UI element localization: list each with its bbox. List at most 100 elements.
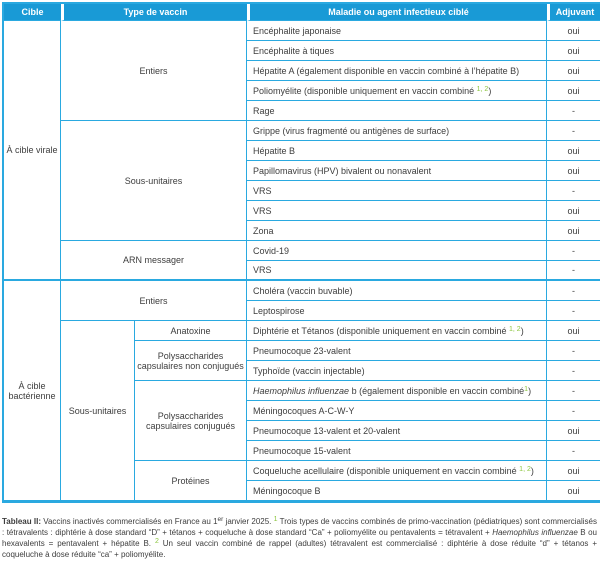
column-header-cible: Cible	[4, 4, 61, 21]
disease-cell: Diphtérie et Tétanos (disponible uniquem…	[247, 321, 547, 341]
text-segment: Choléra (vaccin buvable)	[253, 285, 353, 296]
disease-cell: Hépatite A (également disponible en vacc…	[247, 61, 547, 81]
text-segment: Hépatite A (également disponible en vacc…	[253, 65, 520, 76]
cible-cell: À cible virale	[4, 21, 61, 281]
adjuvant-cell: -	[547, 401, 600, 421]
text-segment: B ou hexavalents = pentavalent + hépatit…	[2, 528, 598, 548]
adjuvant-cell: -	[547, 341, 600, 361]
text-segment: VRS	[253, 265, 272, 275]
disease-cell: Grippe (virus fragmenté ou antigènes de …	[247, 121, 547, 141]
table-row: Papillomavirus (HPV) bivalent ou nonaval…	[4, 161, 600, 181]
disease-cell: Pneumocoque 13-valent et 20-valent	[247, 421, 547, 441]
adjuvant-cell: oui	[547, 421, 600, 441]
column-header-type-de-vaccin: Type de vaccin	[61, 4, 247, 21]
table-row: Sous-unitaires Grippe (virus fragmenté ou…	[4, 121, 600, 241]
text-segment: Encéphalite à tiques	[253, 45, 335, 56]
text-segment: VRS	[253, 205, 272, 216]
text-segment: Haemophilus influenzae	[492, 528, 578, 538]
disease-cell: VRS	[247, 261, 547, 281]
vaccines-table: Cible Type de vaccin Maladie ou agent infe…	[2, 2, 600, 503]
table-row: Leptospirose -	[4, 301, 600, 321]
footnote-marker: 1	[524, 385, 529, 393]
adjuvant-cell: -	[547, 121, 600, 141]
adjuvant-cell: -	[547, 261, 600, 281]
text-segment: b (également disponible en vaccin combin…	[349, 385, 525, 396]
adjuvant-cell: oui	[547, 461, 600, 481]
text-segment: Pneumocoque 13-valent et 20-valent	[253, 425, 401, 436]
disease-cell: Typhoïde (vaccin injectable)	[247, 361, 547, 381]
adjuvant-cell: -	[547, 241, 600, 261]
adjuvant-cell: -	[547, 441, 600, 461]
text-segment: Poliomyélite (disponible uniquement en v…	[253, 85, 477, 96]
adjuvant-cell: oui	[547, 141, 600, 161]
disease-cell: Covid-19	[247, 241, 547, 261]
text-segment: Tableau II:	[2, 517, 41, 526]
adjuvant-cell: -	[547, 301, 600, 321]
disease-cell: Pneumocoque 15-valent	[247, 441, 547, 461]
text-segment: Haemophilus influenzae	[253, 385, 350, 396]
text-segment: Hépatite B	[253, 145, 296, 156]
table-body: À cible virale Entiers Encéphalite japonai…	[4, 21, 600, 501]
footnote-marker: 1, 2	[509, 325, 521, 333]
column-header-adjuvant: Adjuvant	[547, 4, 600, 21]
disease-cell: Hépatite B	[247, 141, 547, 161]
text-segment: Encéphalite japonaise	[253, 25, 342, 36]
table-row: À cible bactérienne Entiers Choléra (vacci…	[4, 281, 600, 501]
type-cell: Entiers	[61, 281, 247, 321]
text-segment: Typhoïde (vaccin injectable)	[253, 365, 365, 376]
type-cell: Sous-unitaires	[61, 121, 247, 241]
adjuvant-cell: oui	[547, 221, 600, 241]
table-row: VRS -	[4, 261, 600, 281]
text-segment: )	[528, 385, 532, 396]
disease-cell: Zona	[247, 221, 547, 241]
adjuvant-cell: oui	[547, 81, 600, 101]
adjuvant-cell: -	[547, 101, 600, 121]
text-segment: Leptospirose	[253, 305, 305, 316]
adjuvant-cell: oui	[547, 21, 600, 41]
text-segment: Rage	[253, 105, 275, 116]
text-segment: Zona	[253, 225, 274, 236]
footnote-marker: 1, 2	[519, 465, 531, 473]
table-row: VRS -	[4, 181, 600, 201]
type-cell: ARN messager	[61, 241, 247, 281]
table-row: Hépatite A (également disponible en vacc…	[4, 61, 600, 81]
table-caption: Tableau II: Vaccins inactivés commercial…	[2, 516, 598, 561]
table-row: Polysaccharides capsulaires non conjugué…	[4, 341, 600, 381]
text-segment: Vaccins inactivés commercialisés en Fran…	[41, 517, 218, 526]
footnote-marker: 2	[154, 537, 159, 545]
text-segment: janvier 2025.	[223, 517, 274, 526]
table-row: VRS oui	[4, 201, 600, 221]
subtype-cell: Anatoxine	[135, 321, 247, 341]
table-row: Méningocoque B oui	[4, 481, 600, 501]
disease-cell: Rage	[247, 101, 547, 121]
adjuvant-cell: oui	[547, 201, 600, 221]
text-segment: )	[520, 325, 524, 336]
text-segment: )	[488, 85, 492, 96]
disease-cell: Choléra (vaccin buvable)	[247, 281, 547, 301]
vaccines-table-wrap: Cible Type de vaccin Maladie ou agent infe…	[2, 2, 600, 503]
adjuvant-cell: -	[547, 381, 600, 401]
table-row: À cible virale Entiers Encéphalite japonai…	[4, 21, 600, 281]
disease-cell: Méningocoques A-C-W-Y	[247, 401, 547, 421]
table-row: Protéines Coqueluche acellulaire (disponi…	[4, 461, 600, 501]
adjuvant-cell: oui	[547, 41, 600, 61]
adjuvant-cell: oui	[547, 481, 600, 501]
table-row: Zona oui	[4, 221, 600, 241]
cible-cell: À cible bactérienne	[4, 281, 61, 501]
disease-cell: VRS	[247, 181, 547, 201]
text-segment: Méningocoque B	[253, 485, 321, 496]
table-row: ARN messager Covid-19 -	[4, 241, 600, 281]
table-row: Méningocoques A-C-W-Y -	[4, 401, 600, 421]
adjuvant-cell: -	[547, 361, 600, 381]
subtype-cell: Protéines	[135, 461, 247, 501]
table-row: Typhoïde (vaccin injectable) -	[4, 361, 600, 381]
disease-cell: Haemophilus influenzae b (également disp…	[247, 381, 547, 401]
disease-cell: Coqueluche acellulaire (disponible uniqu…	[247, 461, 547, 481]
table-row: Poliomyélite (disponible uniquement en v…	[4, 81, 600, 101]
text-segment: Un seul vaccin combiné de rappel (adulte…	[2, 538, 597, 560]
text-segment: Coqueluche acellulaire (disponible uniqu…	[253, 465, 520, 476]
disease-cell: Pneumocoque 23-valent	[247, 341, 547, 361]
text-segment: Covid-19	[253, 245, 290, 256]
text-segment: VRS	[253, 185, 272, 196]
column-header-maladie: Maladie ou agent infectieux ciblé	[247, 4, 547, 21]
